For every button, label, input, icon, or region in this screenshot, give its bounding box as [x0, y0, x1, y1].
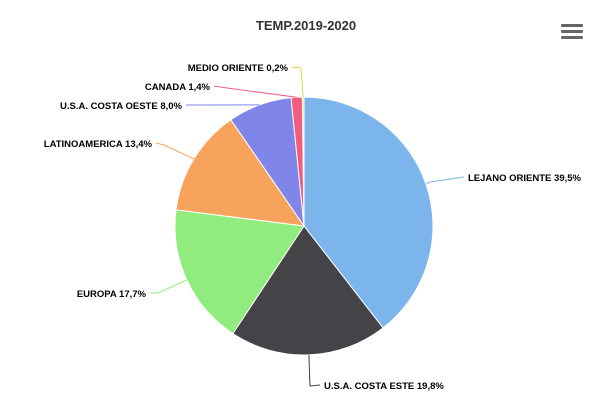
chart-menu-button[interactable] [561, 24, 583, 42]
slice-connector [150, 279, 188, 294]
data-label: U.S.A. COSTA ESTE 19,8% [324, 381, 444, 392]
hamburger-menu-line [561, 30, 583, 33]
slice-connector [291, 66, 304, 98]
data-label: LATINOAMERICA 13,4% [44, 139, 153, 150]
data-label: EUROPA 17,7% [77, 289, 147, 300]
data-label: MEDIO ORIENTE 0,2% [188, 63, 289, 74]
data-label: CANADA 1,4% [145, 82, 211, 93]
pie-slice-u-s-a-costa-este[interactable] [232, 225, 384, 356]
slice-connector [308, 354, 321, 387]
slice-connector [425, 176, 465, 185]
hamburger-menu-icon [561, 24, 583, 27]
chart-title: TEMP.2019-2020 [256, 18, 356, 33]
pie-slice-latinoamerica[interactable] [175, 119, 306, 227]
data-label: LEJANO ORIENTE 39,5% [468, 173, 582, 184]
data-label: U.S.A. COSTA OESTE 8,0% [60, 101, 182, 112]
slice-connector [213, 85, 297, 98]
hamburger-menu-line [561, 36, 583, 39]
slice-connector [155, 142, 195, 160]
pie-slice-medio-oriente[interactable] [301, 96, 305, 227]
